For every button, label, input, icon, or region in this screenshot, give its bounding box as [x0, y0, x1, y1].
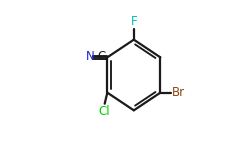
Text: F: F: [130, 15, 137, 28]
Text: N: N: [86, 50, 94, 63]
Text: Br: Br: [172, 86, 185, 99]
Text: C: C: [98, 50, 106, 63]
Text: Cl: Cl: [99, 105, 110, 118]
